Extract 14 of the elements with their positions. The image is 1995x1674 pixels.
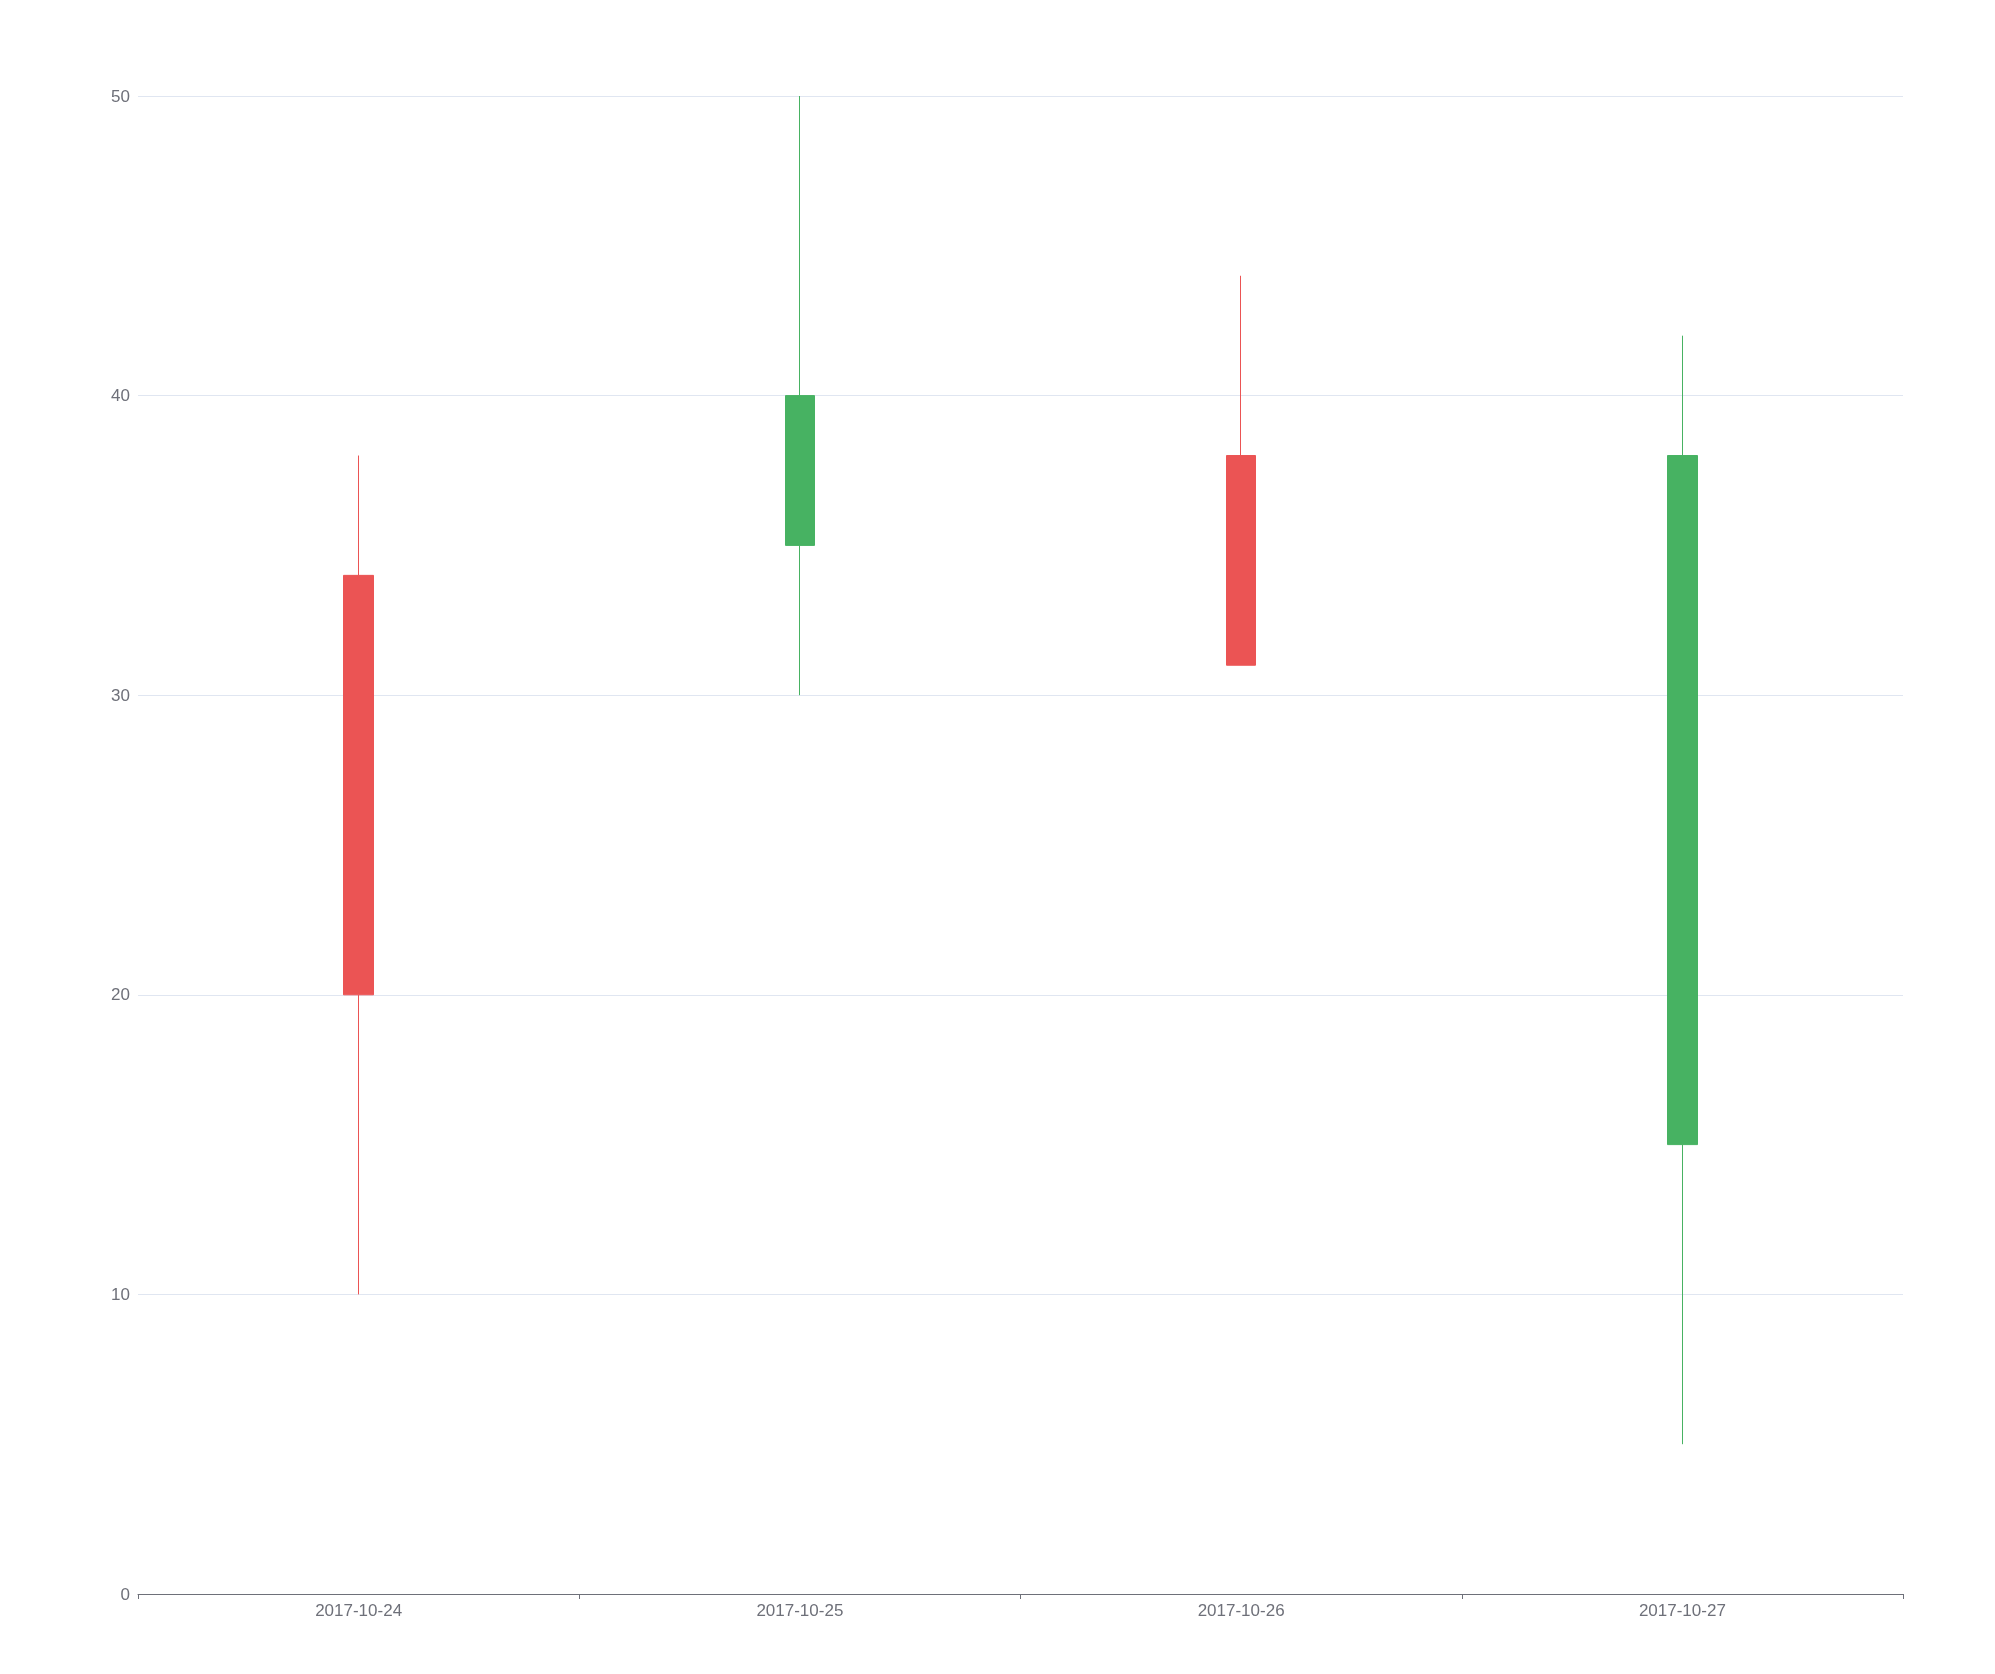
candlestick bbox=[1667, 335, 1698, 1445]
candlestick bbox=[343, 455, 374, 1295]
x-tick-label: 2017-10-25 bbox=[756, 1601, 844, 1620]
y-tick-label: 20 bbox=[111, 985, 130, 1005]
x-tick-label: 2017-10-24 bbox=[315, 1601, 403, 1620]
x-tick-label: 2017-10-26 bbox=[1197, 1601, 1285, 1620]
candlestick bbox=[785, 95, 815, 696]
y-tick-label: 10 bbox=[111, 1284, 130, 1304]
y-tick-label: 50 bbox=[111, 86, 130, 106]
y-tick-label: 40 bbox=[111, 386, 130, 406]
candlestick bbox=[1226, 275, 1256, 666]
y-tick-label: 0 bbox=[120, 1584, 130, 1604]
y-tick-label: 30 bbox=[111, 685, 130, 705]
x-tick-label: 2017-10-27 bbox=[1638, 1601, 1726, 1620]
